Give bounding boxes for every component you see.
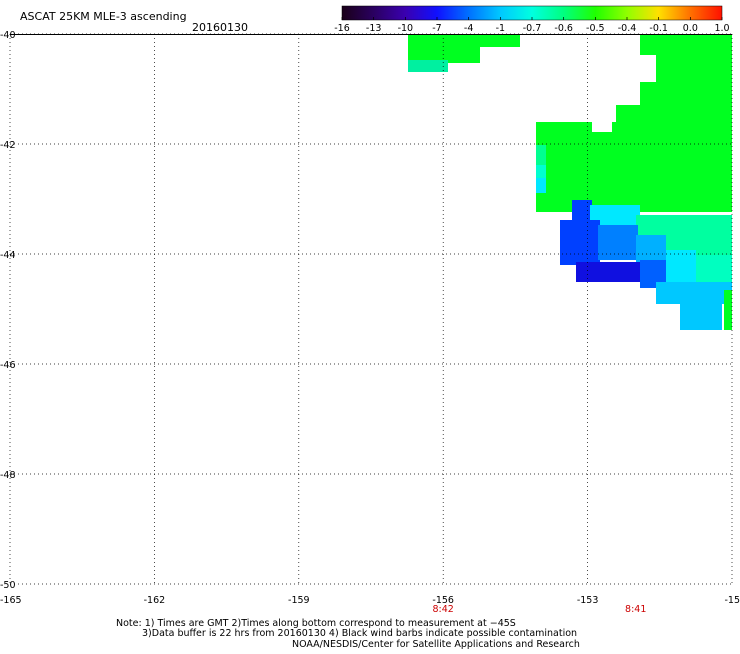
- swath-cell: [616, 105, 732, 125]
- swath-cell: [438, 47, 480, 63]
- colorbar-tick-label: 1.0: [714, 23, 729, 34]
- swath-cell: [536, 122, 732, 212]
- longitude-label: -162: [144, 595, 166, 606]
- colorbar-tick-label: -4: [464, 23, 473, 34]
- colorbar-tick-label: -0.6: [554, 23, 573, 34]
- map-title: ASCAT 25KM MLE-3 ascending: [20, 10, 187, 23]
- swath-cell: [656, 55, 732, 85]
- swath-cell: [590, 205, 640, 225]
- swath-cell: [536, 145, 546, 165]
- swath-cell: [438, 35, 520, 47]
- colorbar-tick-label: -7: [432, 23, 441, 34]
- longitude-label: -153: [577, 595, 599, 606]
- swath-cell: [724, 290, 732, 330]
- latitude-label: -40: [0, 30, 16, 41]
- colorbar-tick-label: -0.4: [618, 23, 637, 34]
- longitude-labels: -165 -162 -159 -156 -153 -15: [0, 595, 740, 606]
- swath-cell: [592, 122, 612, 132]
- time-label: 8:41: [625, 604, 646, 615]
- time-label: 8:42: [433, 604, 454, 615]
- colorbar-tick-label: -0.5: [586, 23, 605, 34]
- swath-cell: [680, 300, 722, 330]
- colorbar-tick-label: -0.1: [649, 23, 668, 34]
- swath-cell: [536, 178, 546, 193]
- latitude-label: -48: [0, 470, 16, 481]
- note-line-3: NOAA/NESDIS/Center for Satellite Applica…: [292, 639, 580, 650]
- latitude-labels: -40 -42 -44 -46 -48 -50: [0, 30, 16, 591]
- longitude-label: -159: [288, 595, 310, 606]
- colorbar-tick-label: 0.0: [683, 23, 698, 34]
- map-date: 20160130: [192, 21, 248, 34]
- latitude-label: -44: [0, 250, 16, 261]
- swath-cell: [560, 220, 600, 265]
- swath-cell: [572, 200, 592, 220]
- colorbar-tick-label: -16: [334, 23, 350, 34]
- latitude-label: -50: [0, 580, 16, 591]
- latitude-label: -42: [0, 140, 16, 151]
- wind-swath: [408, 35, 732, 330]
- longitude-label: -165: [0, 595, 22, 606]
- swath-cell: [656, 282, 732, 304]
- time-labels: 8:42 8:41: [433, 604, 647, 615]
- longitude-label: -156: [432, 595, 454, 606]
- note-line-1: Note: 1) Times are GMT 2)Times along bot…: [116, 618, 516, 629]
- note-line-2: 3)Data buffer is 22 hrs from 20160130 4)…: [142, 628, 577, 639]
- swath-cell: [640, 82, 732, 107]
- latitude-label: -46: [0, 360, 16, 371]
- swath-cell: [640, 35, 732, 55]
- colorbar-tick-label: -0.7: [523, 23, 542, 34]
- swath-cell: [408, 60, 448, 72]
- colorbar: -16 -13 -10 -7 -4 -1 -0.7 -0.6 -0.5 -0.4 -0.1 0.0 1.…: [334, 5, 730, 34]
- longitude-label: -15: [724, 595, 740, 606]
- map-frame-top: [10, 34, 732, 35]
- colorbar-tick-label: -10: [398, 23, 414, 34]
- swath-cell: [536, 165, 546, 180]
- swath-cell: [576, 262, 656, 282]
- swath-cell: [598, 225, 638, 260]
- colorbar-tick-label: -13: [366, 23, 382, 34]
- colorbar-tick-label: -1: [496, 23, 505, 34]
